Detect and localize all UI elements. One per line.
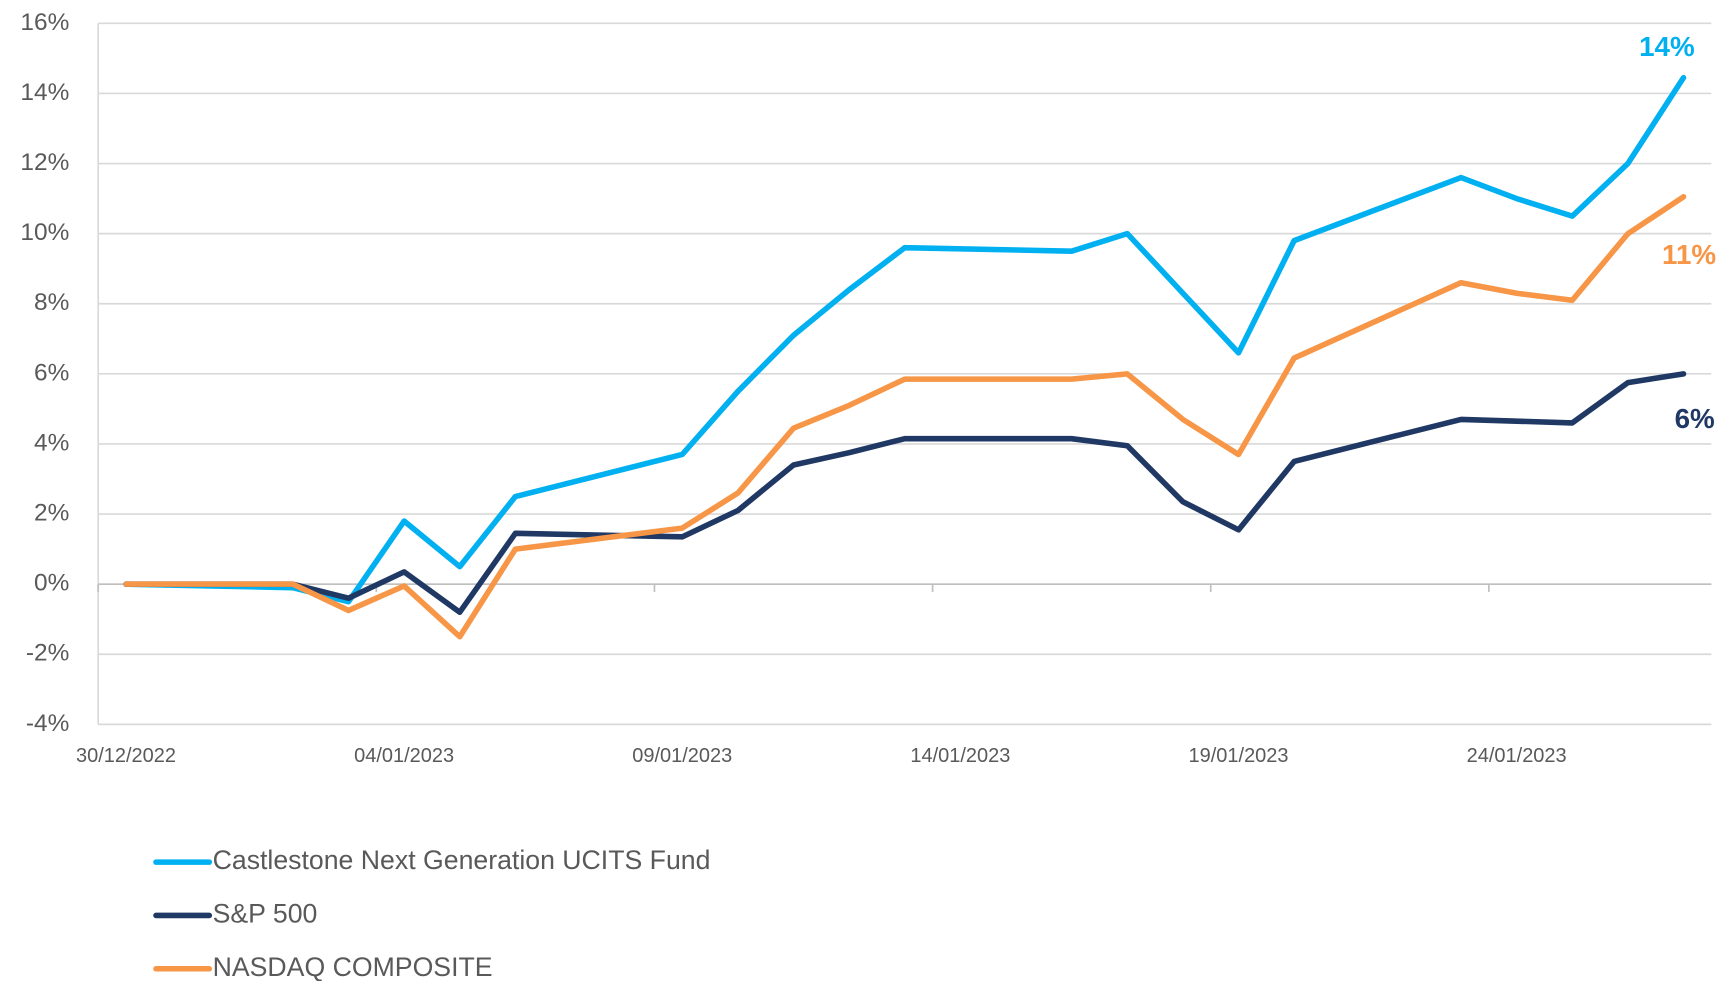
y-tick-label: -2% — [26, 640, 69, 667]
y-tick-label: 0% — [34, 570, 69, 597]
y-tick-label: 16% — [20, 9, 69, 36]
data-label: 6% — [1675, 403, 1715, 434]
legend-label: NASDAQ COMPOSITE — [213, 952, 493, 981]
series-line — [123, 74, 1687, 605]
y-tick-label: 4% — [34, 429, 69, 456]
data-label: 11% — [1662, 239, 1716, 270]
x-tick-label: 30/12/2022 — [76, 745, 176, 767]
y-tick-label: 10% — [20, 219, 69, 246]
x-tick-label: 24/01/2023 — [1467, 745, 1567, 767]
y-tick-label: 6% — [34, 359, 69, 386]
y-tick-label: 12% — [20, 149, 69, 176]
x-tick-label: 14/01/2023 — [910, 745, 1010, 767]
y-tick-label: 14% — [20, 79, 69, 106]
x-tick-label: 19/01/2023 — [1189, 745, 1289, 767]
x-tick-label: 04/01/2023 — [354, 745, 454, 767]
series-line — [123, 194, 1687, 640]
y-tick-label: -4% — [26, 710, 69, 737]
legend-label: Castlestone Next Generation UCITS Fund — [213, 845, 711, 875]
y-tick-label: 8% — [34, 289, 69, 316]
data-label: 14% — [1639, 31, 1695, 62]
x-tick-label: 09/01/2023 — [632, 745, 732, 767]
series-line — [123, 371, 1687, 615]
y-tick-label: 2% — [34, 500, 69, 527]
legend-label: S&P 500 — [213, 898, 318, 928]
